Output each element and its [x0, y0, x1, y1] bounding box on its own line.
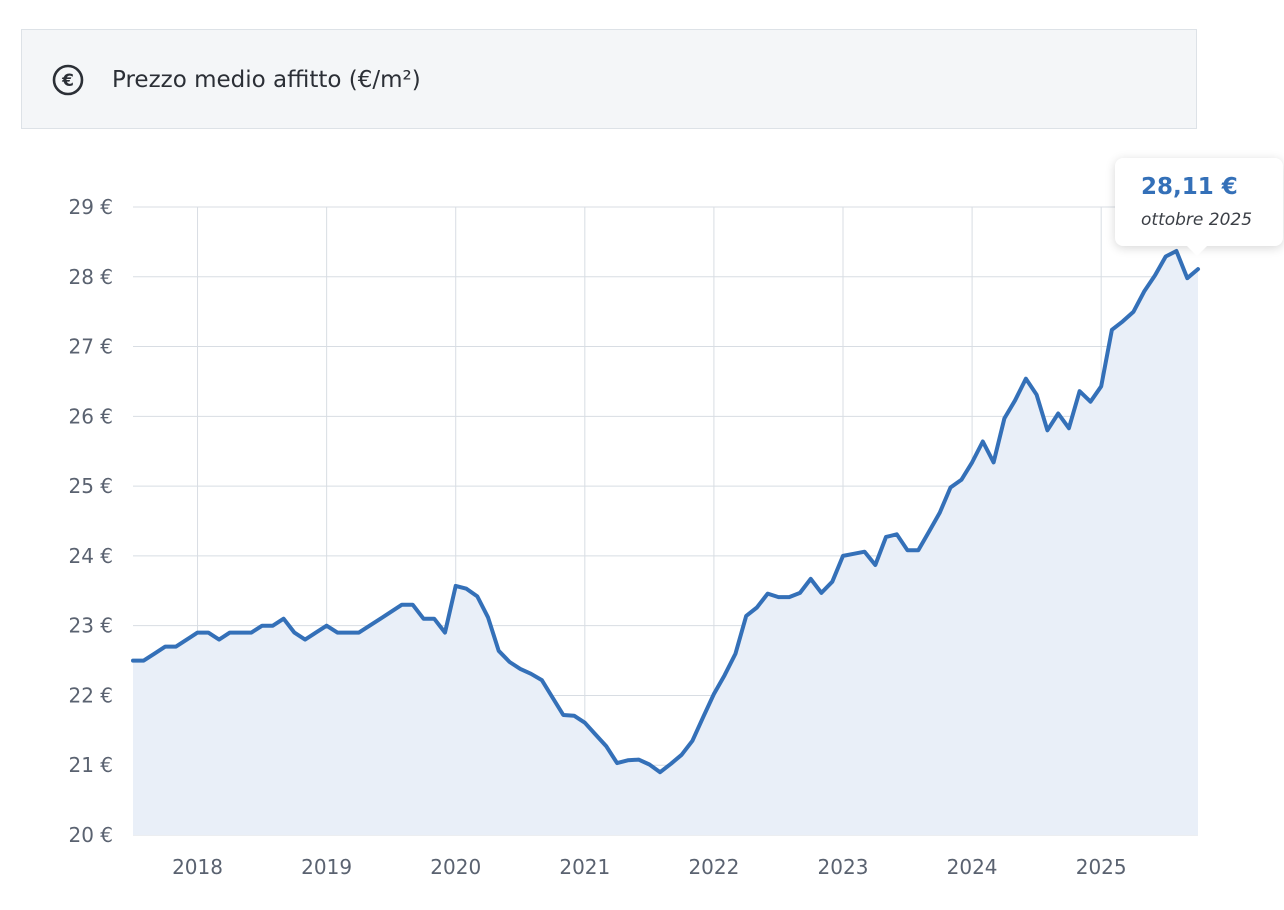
area-fill: [133, 251, 1198, 835]
x-axis-ticks: 2018 2019 2020 2021 2022 2023 2024 2025: [172, 855, 1127, 879]
y-tick-label: 22 €: [68, 683, 113, 707]
y-tick-label: 28 €: [68, 265, 113, 289]
tooltip-date: ottobre 2025: [1141, 210, 1253, 230]
x-tick-label: 2022: [688, 855, 739, 879]
x-tick-label: 2023: [818, 855, 869, 879]
x-tick-label: 2021: [559, 855, 610, 879]
y-tick-label: 29 €: [68, 195, 113, 219]
price-series-line[interactable]: [131, 249, 1200, 775]
x-tick-label: 2024: [947, 855, 998, 879]
x-tick-label: 2020: [430, 855, 481, 879]
x-tick-label: 2019: [301, 855, 352, 879]
y-tick-label: 25 €: [68, 474, 113, 498]
chart-header: € Prezzo medio affitto (€/m²): [21, 29, 1197, 129]
y-tick-label: 26 €: [68, 404, 113, 428]
y-tick-label: 21 €: [68, 753, 113, 777]
x-tick-label: 2018: [172, 855, 223, 879]
value-tooltip: 28,11 € ottobre 2025: [1115, 158, 1283, 256]
y-axis-ticks: 20 € 21 € 22 € 23 € 24 € 25 € 26 € 27 € 28 € 29 €: [68, 195, 113, 847]
x-tick-label: 2025: [1076, 855, 1127, 879]
chart-title: Prezzo medio affitto (€/m²): [112, 67, 421, 93]
y-tick-label: 23 €: [68, 614, 113, 638]
svg-text:€: €: [61, 71, 74, 91]
y-tick-label: 20 €: [68, 823, 113, 847]
y-tick-label: 24 €: [68, 544, 113, 568]
y-tick-label: 27 €: [68, 335, 113, 359]
tooltip-value: 28,11 €: [1141, 174, 1238, 200]
euro-icon: €: [52, 64, 84, 96]
